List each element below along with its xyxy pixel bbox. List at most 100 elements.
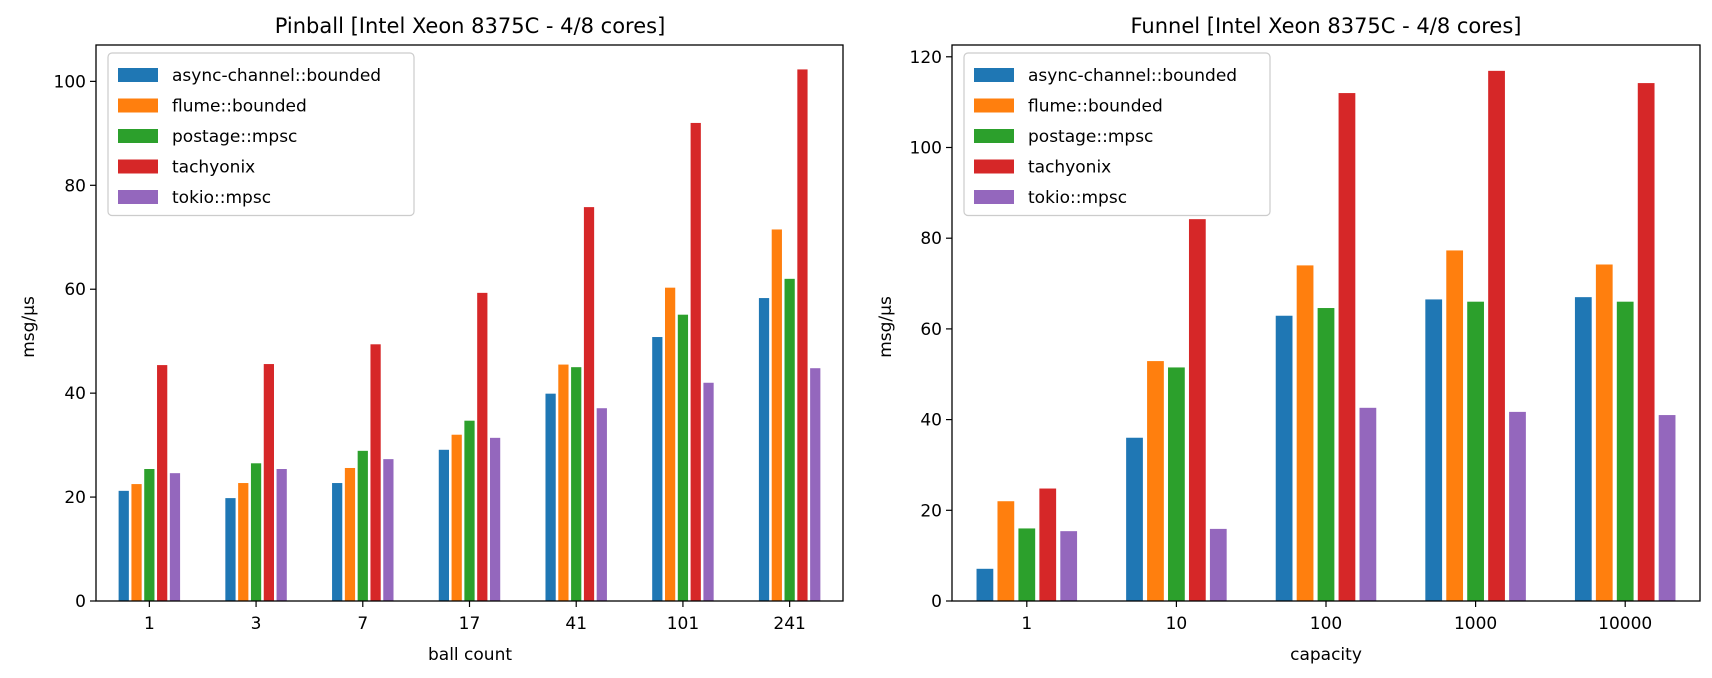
y-tick-label: 0 [75, 592, 86, 612]
bar-tachyonix-10 [1188, 219, 1206, 601]
legend-label-tachyonix: tachyonix [172, 158, 255, 178]
bar-tachyonix-1 [1039, 488, 1057, 601]
y-axis-label: msg/µs [19, 296, 39, 358]
legend-swatch-postage-mpsc [118, 129, 158, 143]
bar-async-channel-bounded-10 [1126, 437, 1143, 601]
legend: async-channel::boundedflume::boundedpost… [963, 52, 1271, 217]
bar-tokio-mpsc-7 [383, 459, 394, 601]
legend-label-flume-bounded: flume::bounded [172, 97, 307, 117]
legend-swatch-async-channel-bounded [118, 68, 158, 82]
bar-flume-bounded-3 [238, 483, 249, 601]
bar-async-channel-bounded-7 [332, 483, 343, 601]
bar-postage-mpsc-241 [784, 278, 795, 601]
bar-tokio-mpsc-1 [169, 473, 181, 601]
x-tick-label: 101 [667, 614, 699, 634]
bar-tachyonix-7 [370, 344, 381, 601]
legend-label-postage-mpsc: postage::mpsc [172, 127, 297, 147]
x-tick-label: 100 [1310, 614, 1342, 634]
bar-flume-bounded-241 [771, 229, 782, 601]
legend-box [963, 52, 1271, 217]
x-axis-label: ball count [428, 645, 512, 665]
y-tick-label: 60 [920, 320, 942, 340]
bar-postage-mpsc-100 [1317, 308, 1335, 601]
bar-flume-bounded-1000 [1446, 250, 1464, 601]
bar-tachyonix-3 [263, 364, 274, 601]
bar-tokio-mpsc-101 [703, 382, 714, 601]
legend-swatch-tachyonix [974, 159, 1014, 174]
bar-tokio-mpsc-3 [276, 469, 287, 601]
legend-label-postage-mpsc: postage::mpsc [1028, 127, 1153, 147]
chart-pinball: Pinball [Intel Xeon 8375C - 4/8 cores] 0… [19, 14, 844, 665]
bar-async-channel-bounded-10000 [1574, 297, 1592, 601]
bar-postage-mpsc-101 [677, 314, 689, 601]
x-tick-label: 7 [357, 614, 368, 634]
bar-async-channel-bounded-101 [652, 337, 663, 601]
bar-postage-mpsc-1 [1018, 528, 1036, 601]
legend-label-async-channel-bounded: async-channel::bounded [1028, 66, 1237, 86]
bar-async-channel-bounded-1 [118, 490, 129, 601]
legend-label-tokio-mpsc: tokio::mpsc [172, 188, 271, 208]
bar-flume-bounded-10 [1147, 361, 1164, 601]
bar-tachyonix-100 [1338, 93, 1356, 601]
bar-postage-mpsc-1 [144, 469, 155, 601]
legend-label-async-channel-bounded: async-channel::bounded [172, 66, 381, 86]
y-axis-label: msg/µs [876, 296, 896, 358]
x-tick-label: 1 [144, 614, 155, 634]
legend-swatch-tachyonix [118, 159, 158, 174]
bar-flume-bounded-1 [997, 501, 1015, 601]
bar-async-channel-bounded-1000 [1425, 299, 1443, 601]
bar-async-channel-bounded-241 [758, 298, 770, 601]
bar-tokio-mpsc-100 [1359, 407, 1377, 601]
bar-async-channel-bounded-3 [225, 498, 236, 601]
bar-flume-bounded-41 [558, 364, 569, 601]
legend: async-channel::boundedflume::boundedpost… [107, 52, 415, 217]
bar-tachyonix-1 [157, 365, 168, 601]
legend-swatch-tokio-mpsc [118, 190, 158, 204]
bar-flume-bounded-17 [451, 434, 462, 601]
legend-swatch-async-channel-bounded [974, 68, 1014, 82]
bar-flume-bounded-7 [344, 467, 356, 601]
bar-postage-mpsc-17 [464, 420, 475, 601]
x-tick-label: 10 [1166, 614, 1188, 634]
x-tick-label: 241 [773, 614, 805, 634]
chart-title: Pinball [Intel Xeon 8375C - 4/8 cores] [275, 14, 666, 38]
bar-flume-bounded-100 [1296, 265, 1314, 601]
y-tick-label: 100 [54, 72, 86, 92]
bar-tachyonix-1000 [1488, 70, 1505, 602]
x-axis-label: capacity [1290, 645, 1362, 665]
bar-tokio-mpsc-241 [810, 368, 821, 601]
y-tick-label: 40 [64, 384, 86, 404]
legend-swatch-flume-bounded [974, 98, 1014, 113]
bar-tachyonix-41 [583, 207, 595, 601]
bar-async-channel-bounded-17 [438, 449, 450, 601]
bar-flume-bounded-10000 [1595, 264, 1613, 601]
legend-box [107, 52, 415, 217]
legend-label-flume-bounded: flume::bounded [1028, 97, 1163, 117]
y-tick-label: 40 [920, 411, 942, 431]
y-tick-label: 80 [64, 176, 86, 196]
x-tick-label: 3 [251, 614, 262, 634]
bar-flume-bounded-101 [665, 287, 676, 601]
bar-postage-mpsc-1000 [1467, 301, 1484, 601]
y-tick-label: 20 [64, 488, 86, 508]
y-tick-label: 20 [920, 501, 942, 521]
bar-tokio-mpsc-10000 [1658, 415, 1676, 601]
bar-tokio-mpsc-41 [596, 408, 607, 601]
x-tick-label: 10000 [1598, 614, 1652, 634]
x-tick-label: 1 [1021, 614, 1032, 634]
x-tick-label: 1000 [1454, 614, 1497, 634]
y-tick-label: 0 [931, 592, 942, 612]
bar-tachyonix-101 [690, 122, 701, 601]
legend-swatch-tokio-mpsc [974, 190, 1014, 204]
y-tick-label: 80 [920, 229, 942, 249]
legend-swatch-postage-mpsc [974, 129, 1014, 143]
x-tick-label: 17 [459, 614, 481, 634]
y-tick-label: 60 [64, 280, 86, 300]
chart-title: Funnel [Intel Xeon 8375C - 4/8 cores] [1131, 14, 1522, 38]
bar-tokio-mpsc-17 [489, 437, 501, 601]
bar-async-channel-bounded-1 [976, 568, 994, 601]
bar-postage-mpsc-3 [250, 463, 262, 601]
